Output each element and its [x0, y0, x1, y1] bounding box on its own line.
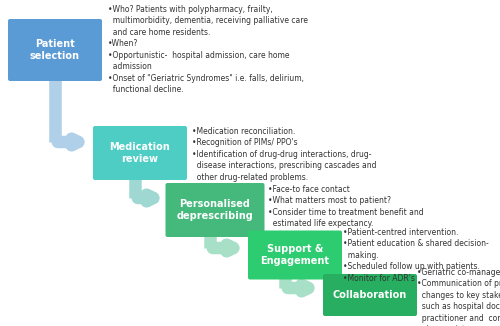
Text: Personalised
deprescribing: Personalised deprescribing: [176, 199, 254, 221]
FancyBboxPatch shape: [166, 183, 264, 237]
Text: •Patient-centred intervention.
•Patient education & shared decision-
  making.
•: •Patient-centred intervention. •Patient …: [343, 228, 489, 283]
Text: Collaboration: Collaboration: [333, 290, 407, 300]
FancyBboxPatch shape: [323, 274, 417, 316]
FancyBboxPatch shape: [93, 126, 187, 180]
Text: Medication
review: Medication review: [110, 142, 170, 164]
Text: Support &
Engagement: Support & Engagement: [260, 244, 330, 266]
Text: •Geriatric co-management model.
•Communication of prescription
  changes to key : •Geriatric co-management model. •Communi…: [417, 268, 500, 326]
FancyBboxPatch shape: [248, 230, 342, 279]
Text: •Medication reconciliation.
•Recognition of PIMs/ PPO's
•Identification of drug-: •Medication reconciliation. •Recognition…: [192, 127, 376, 182]
FancyBboxPatch shape: [8, 19, 102, 81]
Text: •Face-to face contact
•What matters most to patient?
•Consider time to treatment: •Face-to face contact •What matters most…: [268, 185, 424, 228]
Text: Patient
selection: Patient selection: [30, 39, 80, 61]
Text: •Who? Patients with polypharmacy, frailty,
  multimorbidity, dementia, receiving: •Who? Patients with polypharmacy, frailt…: [108, 5, 308, 94]
